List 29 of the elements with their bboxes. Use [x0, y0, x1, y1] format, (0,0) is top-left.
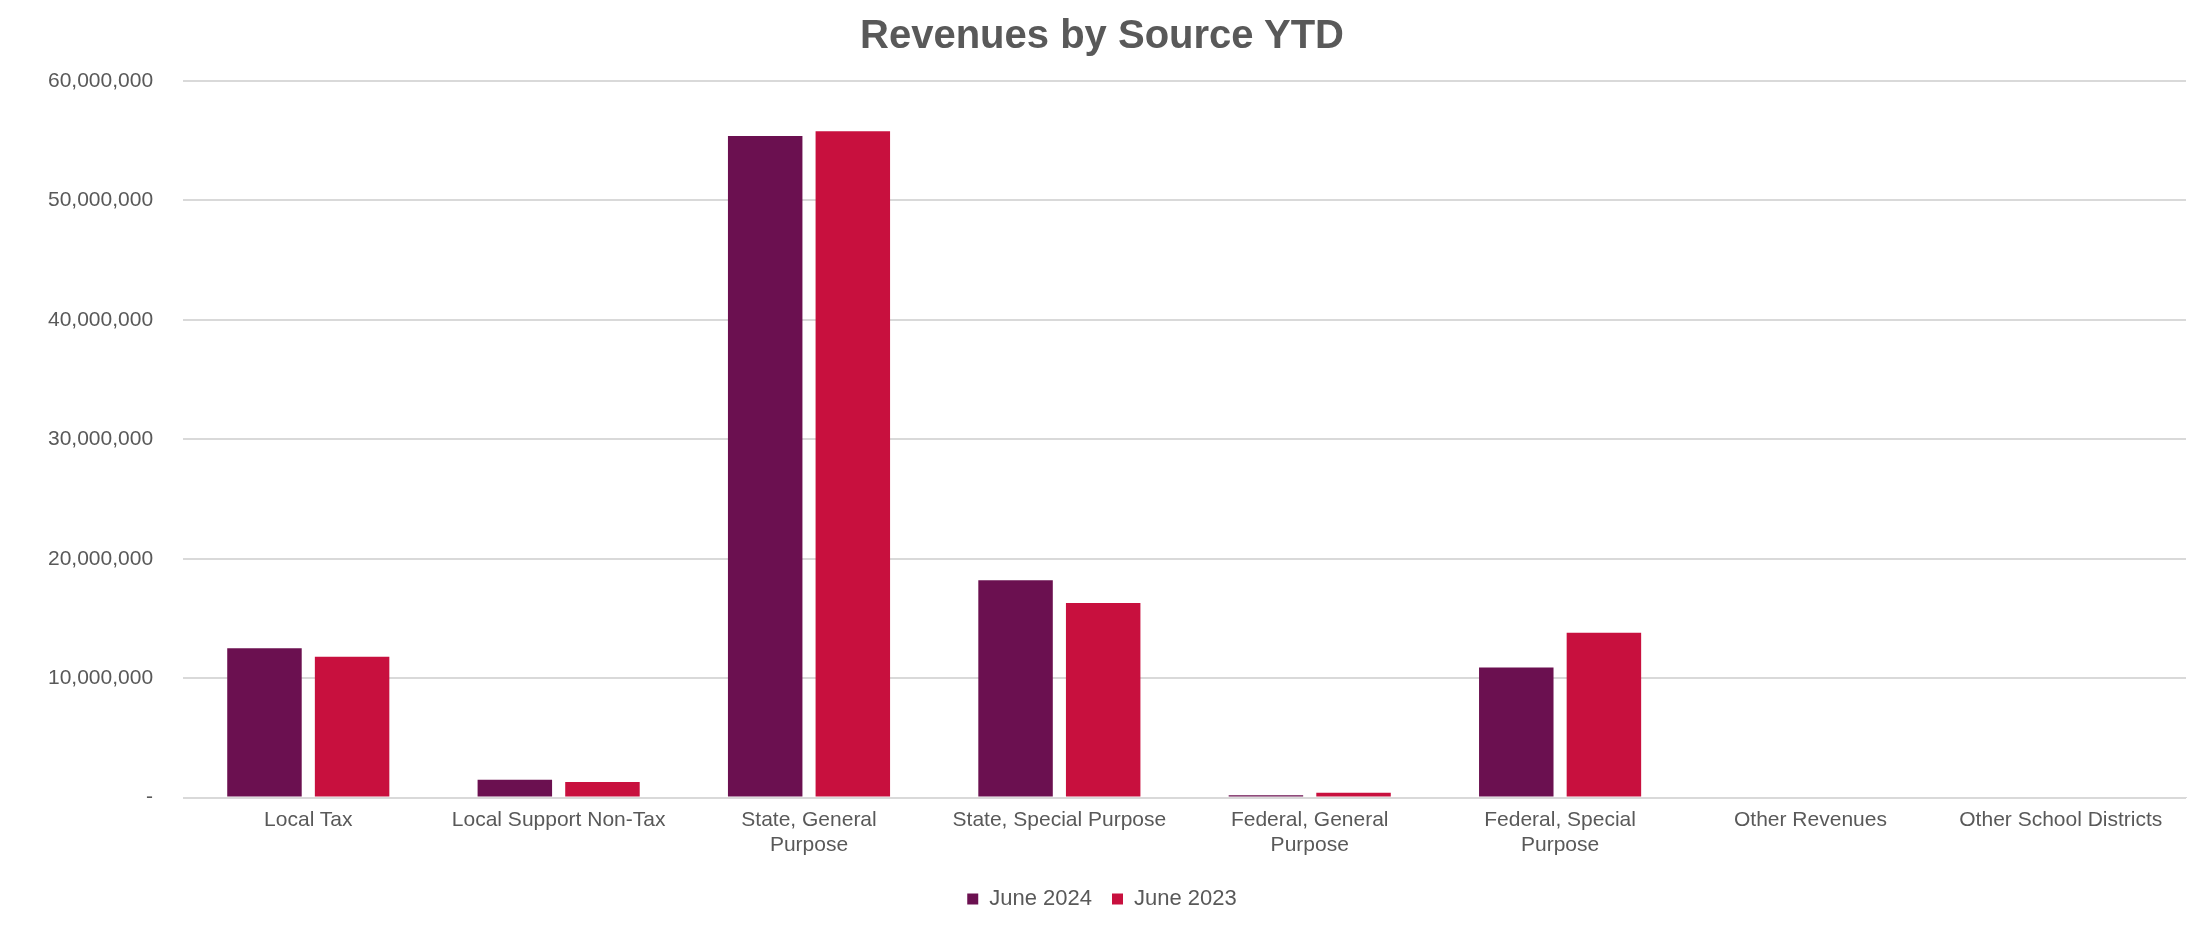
- x-tick-label: Other Revenues: [1734, 807, 1887, 830]
- bar: [978, 580, 1053, 797]
- x-tick-label: Local Support Non-Tax: [451, 807, 666, 830]
- bar: [477, 779, 553, 797]
- bar: [565, 782, 640, 797]
- y-tick-label: -: [146, 784, 154, 808]
- bar: [727, 135, 803, 797]
- bar: [1479, 667, 1554, 797]
- y-tick-label: 20,000,000: [47, 545, 154, 569]
- bar: [1316, 792, 1391, 797]
- bar: [815, 131, 891, 797]
- legend-label: June 2023: [1134, 885, 1237, 911]
- x-tick-label: State, Special Purpose: [952, 807, 1167, 830]
- y-tick-label: 40,000,000: [47, 306, 154, 330]
- y-tick-label: 50,000,000: [47, 187, 154, 211]
- x-tick-label: Local Tax: [264, 807, 353, 830]
- bar: [1566, 632, 1642, 797]
- y-tick-label: 10,000,000: [47, 664, 154, 688]
- bar: [314, 656, 390, 797]
- x-tick-label: State, General Purpose: [741, 807, 877, 856]
- x-tick-label: Federal, Special Purpose: [1484, 807, 1636, 856]
- y-tick-label: 30,000,000: [47, 426, 154, 450]
- x-tick-label: Federal, General Purpose: [1230, 807, 1389, 856]
- x-tick-label: Other School Districts: [1959, 807, 2163, 830]
- bar: [1065, 602, 1141, 797]
- y-tick-label: 60,000,000: [47, 67, 154, 91]
- chart-title: Revenues by Source YTD: [860, 12, 1344, 57]
- bar: [227, 648, 302, 797]
- legend-label: June 2024: [989, 885, 1093, 911]
